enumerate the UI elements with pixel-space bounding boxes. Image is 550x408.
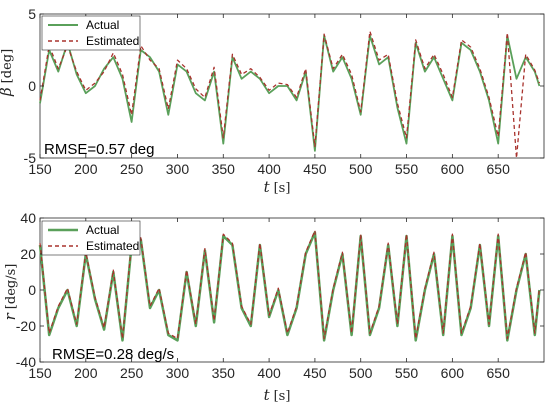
r-legend: Actual Estimated xyxy=(41,220,141,256)
beta-x-tick-label: 500 xyxy=(349,161,373,177)
beta-series-estimated-line xyxy=(39,30,541,159)
beta-x-tick-label: 300 xyxy=(166,161,190,177)
r-x-tick-label: 200 xyxy=(74,365,98,381)
r-legend-box xyxy=(41,220,141,256)
r-y-tick-label: -20 xyxy=(16,318,36,334)
r-x-axis-label: t [s] xyxy=(264,386,291,404)
beta-chart: 150 200 250 300 350 400 450 500 550 600 650 5 0 -5 Ac… xyxy=(0,6,545,196)
beta-x-tick-label: 150 xyxy=(28,161,52,177)
beta-x-tick-label: 400 xyxy=(257,161,281,177)
r-y-axis-symbol: r xyxy=(1,312,19,320)
r-x-tick-label: 300 xyxy=(166,365,190,381)
beta-axes: 150 200 250 300 350 400 450 500 550 600 650 5 0 -5 xyxy=(24,6,544,177)
r-y-tick-label: -40 xyxy=(16,354,36,370)
beta-x-tick-label: 600 xyxy=(441,161,465,177)
r-y-tick-label: 0 xyxy=(28,282,36,298)
beta-y-tick-label: 5 xyxy=(28,6,36,22)
r-y-axis-unit: [deg/s] xyxy=(4,264,19,310)
beta-y-axis-label: β [deg] xyxy=(0,49,15,97)
r-series-group xyxy=(38,229,541,342)
r-x-tick-label: 350 xyxy=(212,365,236,381)
beta-x-tick-label: 550 xyxy=(395,161,419,177)
r-x-tick-label: 250 xyxy=(120,365,144,381)
r-x-tick-label: 150 xyxy=(28,365,52,381)
beta-x-tick-label: 250 xyxy=(120,161,144,177)
beta-x-tick-label: 650 xyxy=(487,161,511,177)
beta-x-tick-label: 350 xyxy=(212,161,236,177)
r-y-axis-label: r [deg/s] xyxy=(1,264,19,321)
beta-x-axis-symbol: t xyxy=(264,178,271,196)
beta-x-tick-label: 200 xyxy=(74,161,98,177)
beta-y-axis-symbol: β xyxy=(0,87,15,97)
beta-legend-box xyxy=(41,15,141,51)
r-x-tick-label: 500 xyxy=(349,365,373,381)
beta-x-axis-unit: [s] xyxy=(274,181,291,196)
r-y-tick-label: 40 xyxy=(20,210,36,226)
r-x-tick-label: 600 xyxy=(441,365,465,381)
r-legend-estimated-label: Estimated xyxy=(86,239,139,253)
r-x-axis-symbol: t xyxy=(264,386,271,404)
beta-y-tick-label: -5 xyxy=(24,150,37,166)
r-x-tick-label: 650 xyxy=(487,365,511,381)
r-legend-actual-label: Actual xyxy=(86,223,119,237)
yaw-rate-chart: 150 200 250 300 350 400 450 500 550 600 65040200-2… xyxy=(1,210,545,404)
r-rmse-annotation: RMSE=0.28 deg/s xyxy=(52,346,174,363)
beta-legend: Actual Estimated xyxy=(41,15,141,51)
beta-rmse-annotation: RMSE=0.57 deg xyxy=(44,141,155,158)
r-x-tick-label: 450 xyxy=(303,365,327,381)
r-y-tick-label: 20 xyxy=(20,246,36,262)
beta-series-group xyxy=(39,30,541,159)
beta-x-axis-label: t [s] xyxy=(264,178,291,196)
r-x-tick-label: 400 xyxy=(257,365,281,381)
beta-legend-actual-label: Actual xyxy=(86,18,119,32)
beta-x-tick-label: 450 xyxy=(303,161,327,177)
r-x-axis-unit: [s] xyxy=(274,389,291,404)
beta-y-tick-label: 0 xyxy=(28,78,36,94)
r-axes: 150 200 250 300 350 400 450 500 550 600 65040200-2… xyxy=(16,210,544,381)
beta-legend-estimated-label: Estimated xyxy=(86,34,139,48)
beta-y-axis-unit: [deg] xyxy=(0,49,15,83)
r-x-tick-label: 550 xyxy=(395,365,419,381)
r-series-estimated-line xyxy=(39,229,541,340)
